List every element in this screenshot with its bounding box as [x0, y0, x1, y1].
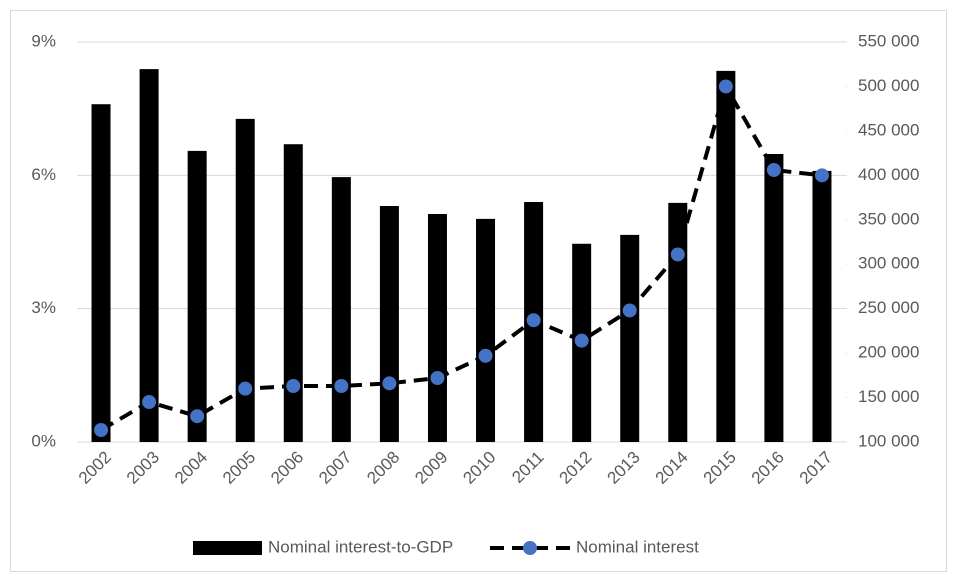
y-tick-label: 9% [31, 31, 56, 50]
y-tick-label: 3% [31, 298, 56, 317]
line-marker [334, 379, 349, 393]
line-marker [478, 348, 493, 363]
line-marker [574, 333, 589, 348]
bar [283, 144, 303, 442]
bar [139, 69, 159, 442]
y2-tick-label: 150 000 [858, 387, 919, 406]
y-tick-label: 6% [31, 165, 56, 184]
y2-tick-label: 300 000 [858, 254, 919, 273]
y2-tick-label: 450 000 [858, 120, 919, 139]
bar [187, 150, 207, 442]
line-marker [142, 395, 157, 409]
line-marker [430, 371, 445, 385]
y2-tick-label: 350 000 [858, 209, 919, 228]
legend-marker [523, 541, 537, 555]
bar [379, 206, 399, 442]
bar [427, 214, 447, 442]
bar [91, 104, 111, 442]
line-marker [382, 376, 397, 391]
line-marker [238, 381, 253, 396]
y2-tick-label: 500 000 [858, 76, 919, 95]
y2-tick-label: 250 000 [858, 298, 919, 317]
line-marker [190, 409, 205, 424]
bar [764, 154, 784, 442]
line-marker [814, 168, 829, 183]
bar [620, 234, 640, 442]
legend-label: Nominal interest-to-GDP [268, 537, 453, 556]
bar [716, 70, 736, 442]
bar [235, 118, 255, 442]
legend-label: Nominal interest [576, 537, 699, 556]
line [100, 81, 823, 432]
bar [812, 170, 832, 442]
line-marker [94, 423, 109, 437]
bar [668, 202, 688, 442]
line-marker [526, 313, 541, 328]
line-marker [766, 163, 781, 177]
y2-tick-label: 550 000 [858, 31, 919, 50]
line-marker [286, 379, 301, 393]
bar [331, 177, 351, 442]
line-marker [622, 303, 637, 318]
y2-tick-label: 100 000 [858, 431, 919, 450]
y-tick-label: 0% [31, 431, 56, 450]
y2-tick-label: 200 000 [858, 343, 919, 362]
y2-tick-label: 400 000 [858, 165, 919, 184]
line-marker [670, 247, 685, 262]
legend-swatch [193, 541, 262, 555]
line-marker [718, 79, 733, 94]
bar [476, 218, 496, 442]
